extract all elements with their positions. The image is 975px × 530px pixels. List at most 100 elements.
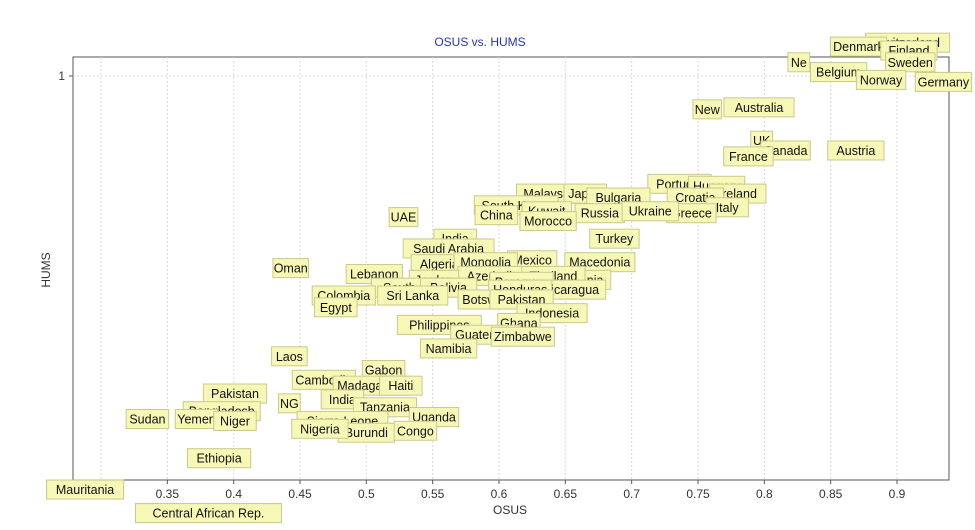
data-point: France xyxy=(723,146,774,167)
point-label: Central African Rep. xyxy=(153,507,265,521)
data-point: Mauritania xyxy=(46,479,125,500)
data-point: Ukraine xyxy=(621,201,679,222)
x-tick-label: 0.65 xyxy=(554,487,578,501)
point-label: Morocco xyxy=(524,215,572,229)
point-label-box xyxy=(377,285,449,306)
data-point: Haiti xyxy=(379,375,423,396)
point-label: Congo xyxy=(397,424,434,438)
point-label: Algeria xyxy=(420,258,459,272)
data-point: Russia xyxy=(574,203,626,224)
x-tick-label: 0.5 xyxy=(358,487,375,501)
data-point: Niger xyxy=(213,410,257,431)
x-tick-label: 0.4 xyxy=(225,487,242,501)
data-point: Morocco xyxy=(519,211,577,232)
point-label: Zimbabwe xyxy=(494,330,552,344)
data-point: Laos xyxy=(271,346,308,367)
point-label: Namibia xyxy=(426,342,472,356)
x-tick-label: 0.9 xyxy=(889,487,906,501)
x-tick-label: 0.35 xyxy=(156,487,180,501)
point-label: Niger xyxy=(220,414,250,428)
point-label-box xyxy=(213,410,257,431)
point-label: Australia xyxy=(735,101,784,115)
point-label: Burundi xyxy=(345,426,388,440)
data-point: Oman xyxy=(272,258,310,279)
x-tick-label: 0.6 xyxy=(491,487,508,501)
point-label: Austria xyxy=(836,144,875,158)
point-label: Canada xyxy=(764,144,808,158)
chart-title: OSUS vs. HUMS xyxy=(434,35,525,49)
x-tick-label: 0.7 xyxy=(623,487,640,501)
y-axis-label: HUMS xyxy=(39,252,53,287)
point-label-box xyxy=(621,201,679,222)
point-label: Sudan xyxy=(129,413,165,427)
point-label: Oman xyxy=(274,262,308,276)
data-point: Namibia xyxy=(419,338,478,359)
point-label-box xyxy=(186,448,252,469)
point-label: Denmark xyxy=(833,40,884,54)
point-label-box xyxy=(855,69,907,90)
point-label: Mexico xyxy=(512,254,552,268)
point-label-box xyxy=(885,52,936,73)
point-label: Belgium xyxy=(816,66,861,80)
point-label: Russia xyxy=(581,207,619,221)
point-label-box xyxy=(827,140,885,161)
data-point: Denmark xyxy=(829,36,888,57)
data-point: Belgium xyxy=(809,62,868,83)
data-point: China xyxy=(474,205,519,226)
point-label-box xyxy=(474,205,519,226)
x-tick-label: 0.55 xyxy=(421,487,445,501)
x-tick-labels: 0.30.350.40.450.50.550.60.650.70.750.80.… xyxy=(93,480,906,501)
x-axis-label: OSUS xyxy=(493,503,527,517)
point-label-box xyxy=(490,326,555,347)
point-label-box xyxy=(277,393,301,414)
point-label: Sri Lanka xyxy=(386,289,439,303)
data-point: Nigeria xyxy=(291,418,349,439)
point-label: Germany xyxy=(918,75,970,89)
data-point: Sri Lanka xyxy=(377,285,449,306)
x-tick-label: 0.8 xyxy=(756,487,773,501)
point-label: Ukraine xyxy=(629,205,672,219)
data-point: NG xyxy=(277,393,301,414)
point-label: Greece xyxy=(671,207,712,221)
data-point: Germany xyxy=(914,71,973,92)
point-label: New xyxy=(695,103,721,117)
data-point: UAE xyxy=(388,207,419,228)
point-label-box xyxy=(271,346,308,367)
point-label: NG xyxy=(280,397,299,411)
point-label-box xyxy=(379,375,423,396)
point-label-box xyxy=(787,52,811,73)
point-label-box xyxy=(723,97,795,118)
point-label-box xyxy=(134,503,282,524)
point-label: Ethiopia xyxy=(196,452,241,466)
point-label-box xyxy=(723,146,774,167)
x-tick-label: 0.45 xyxy=(288,487,312,501)
point-label: Norway xyxy=(860,73,903,87)
data-point: Zimbabwe xyxy=(490,326,555,347)
data-point: New xyxy=(692,99,723,120)
point-label-box xyxy=(314,297,358,318)
point-label-box xyxy=(393,420,438,441)
data-point: Ethiopia xyxy=(186,448,252,469)
point-label: Mauritania xyxy=(56,483,114,497)
point-label: Nigeria xyxy=(300,422,340,436)
point-label-box xyxy=(272,258,310,279)
point-label: Italy xyxy=(716,201,740,215)
data-point: Central African Rep. xyxy=(134,503,282,524)
point-label: Haiti xyxy=(388,379,413,393)
x-tick-label: 0.85 xyxy=(819,487,843,501)
point-label: Pakistan xyxy=(211,387,259,401)
point-label-box xyxy=(125,409,170,429)
point-label: Laos xyxy=(276,350,303,364)
data-point: Turkey xyxy=(589,228,640,249)
point-label: Yemen xyxy=(177,413,216,427)
data-point: Sudan xyxy=(125,409,170,429)
data-point: Yemen xyxy=(174,409,219,429)
data-point: Ne xyxy=(787,52,811,73)
y-tick-labels: 1 xyxy=(58,69,73,83)
y-tick-label: 1 xyxy=(58,69,65,83)
point-label: France xyxy=(729,150,768,164)
x-tick-label: 0.75 xyxy=(686,487,710,501)
data-point: Gabon xyxy=(361,360,406,380)
point-label: India xyxy=(329,393,356,407)
point-label-box xyxy=(46,479,125,500)
